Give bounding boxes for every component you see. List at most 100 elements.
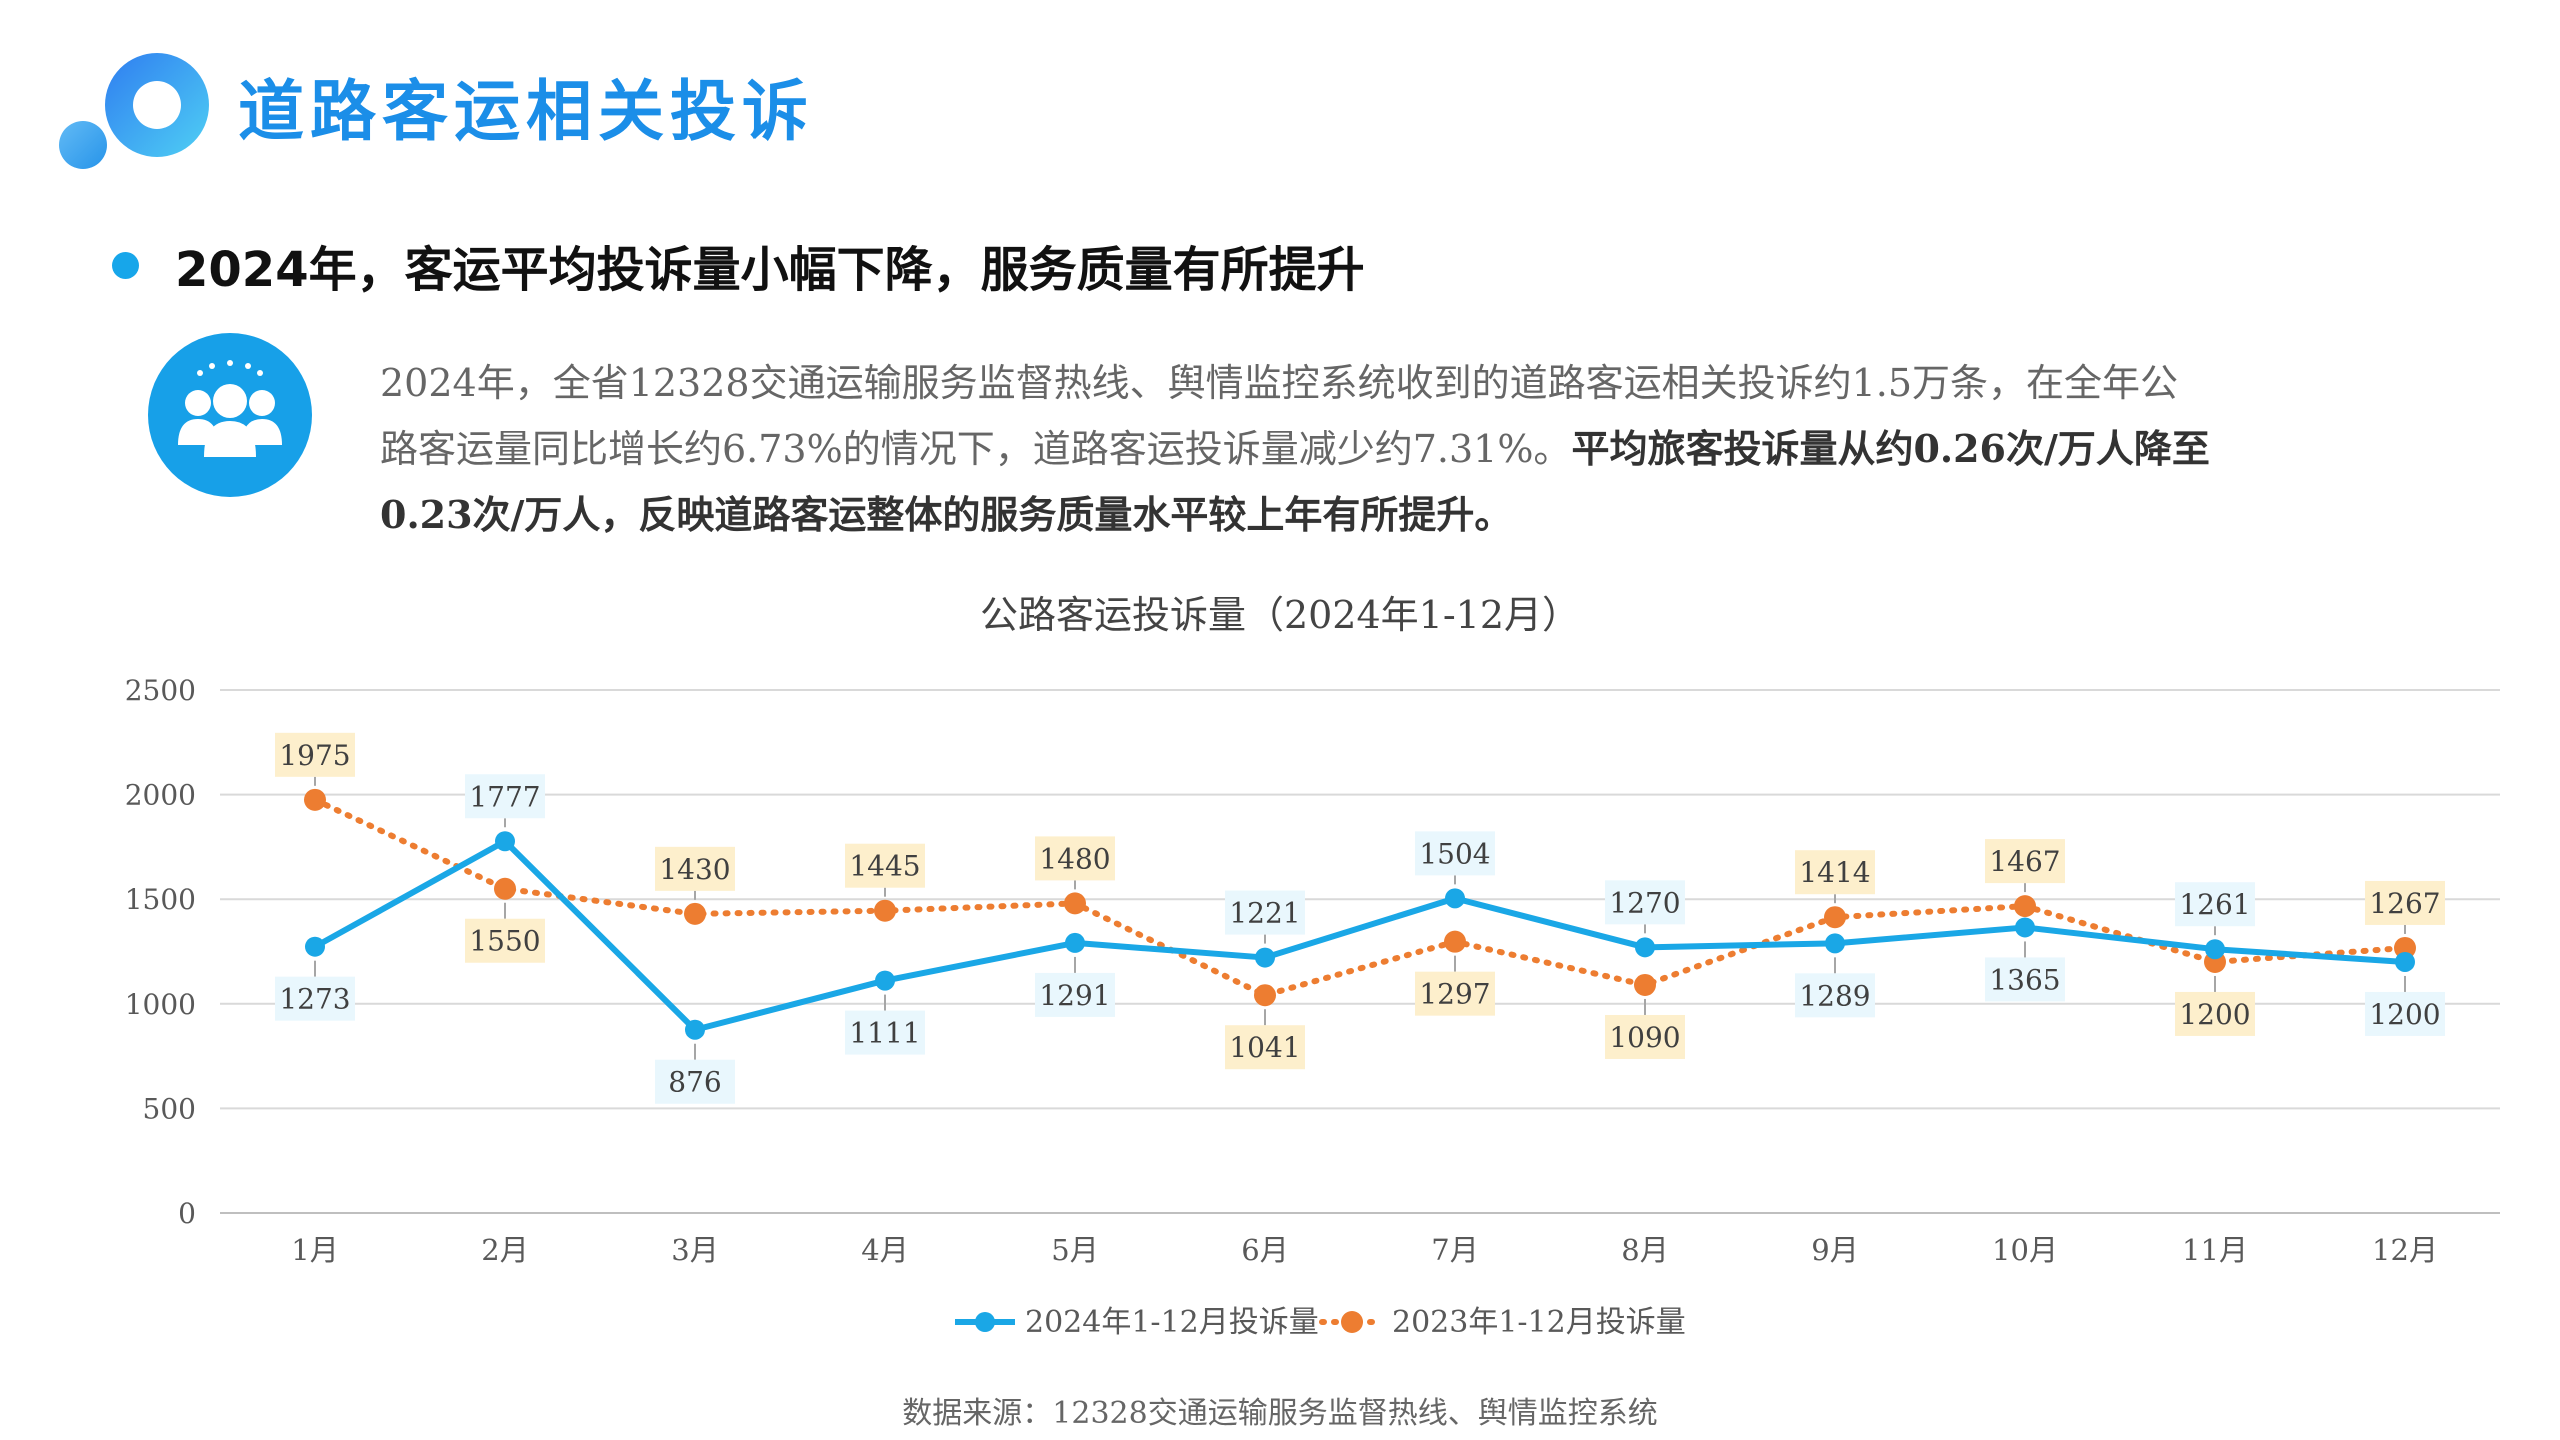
data-label-box-2023 <box>1795 850 1875 895</box>
data-label-2024: 1261 <box>2179 888 2250 921</box>
data-point-2024 <box>1445 888 1465 909</box>
data-point-2023 <box>684 902 706 925</box>
data-label-2023: 1975 <box>279 739 350 772</box>
headline: 2024年，客运平均投诉量小幅下降，服务质量有所提升 <box>175 242 1365 298</box>
data-point-2023 <box>304 788 326 811</box>
data-point-2023 <box>1824 906 1846 929</box>
data-label-box-2024 <box>2365 991 2445 1036</box>
data-point-2023 <box>2014 895 2036 918</box>
data-label-2024: 1273 <box>279 983 350 1016</box>
data-point-2023 <box>1444 930 1466 953</box>
legend-marker-2024 <box>975 1312 995 1332</box>
data-label-2024: 876 <box>668 1066 721 1099</box>
data-label-2023: 1430 <box>659 853 730 886</box>
data-label-box-2023 <box>465 918 545 963</box>
data-label-box-2024 <box>1225 890 1305 935</box>
data-label-2023: 1041 <box>1229 1031 1300 1064</box>
data-label-2023: 1414 <box>1799 856 1870 889</box>
x-tick-label: 7月 <box>1431 1233 1478 1267</box>
data-label-2024: 1221 <box>1229 897 1300 930</box>
data-label-box-2023 <box>1605 1014 1685 1059</box>
data-label-2023: 1445 <box>849 850 920 883</box>
data-label-box-2023 <box>845 843 925 888</box>
x-tick-label: 4月 <box>861 1233 908 1267</box>
y-tick-label: 500 <box>143 1092 196 1125</box>
data-point-2024 <box>495 831 515 852</box>
data-label-2023: 1467 <box>1989 845 2060 878</box>
x-tick-label: 8月 <box>1621 1233 1668 1267</box>
y-tick-label: 2000 <box>125 779 196 812</box>
x-tick-label: 9月 <box>1811 1233 1858 1267</box>
data-label-box-2024 <box>275 976 355 1021</box>
data-point-2023 <box>1064 892 1086 915</box>
x-tick-label: 3月 <box>671 1233 718 1267</box>
data-label-2024: 1365 <box>1989 963 2060 996</box>
group-people-icon <box>148 333 312 497</box>
data-label-box-2024 <box>1415 831 1495 876</box>
data-point-2024 <box>1825 933 1845 954</box>
data-label-2023: 1090 <box>1609 1021 1680 1054</box>
data-label-2023: 1550 <box>469 925 540 958</box>
page-title: 道路客运相关投诉 <box>238 73 814 150</box>
data-point-2024 <box>2015 917 2035 938</box>
data-point-2024 <box>875 970 895 991</box>
legend-marker-2023 <box>1341 1311 1363 1333</box>
data-label-2023: 1480 <box>1039 842 1110 875</box>
data-point-2024 <box>1065 932 1085 953</box>
data-label-box-2024 <box>845 1010 925 1055</box>
data-point-2023 <box>2394 936 2416 959</box>
complaints-line-chart: 公路客运投诉量（2024年1-12月） 0 500 1000 1500 2000 2500 1… <box>125 593 2500 1340</box>
data-point-2023 <box>874 899 896 922</box>
data-point-2024 <box>685 1019 705 1040</box>
data-label-2024: 1111 <box>849 1017 920 1050</box>
x-tick-label: 11月 <box>2182 1233 2248 1267</box>
data-point-2024 <box>2395 951 2415 972</box>
x-tick-label: 5月 <box>1051 1233 1098 1267</box>
data-label-box-2024 <box>2175 882 2255 927</box>
description-line-1: 2024年，全省12328交通运输服务监督热线、舆情监控系统收到的道路客运相关投… <box>380 361 2179 405</box>
data-label-2023: 1267 <box>2369 887 2440 920</box>
data-label-2024: 1289 <box>1799 979 1870 1012</box>
y-tick-label: 0 <box>178 1197 196 1230</box>
data-label-box-2023 <box>2175 991 2255 1036</box>
data-point-2023 <box>1254 984 1276 1007</box>
data-label-2024: 1291 <box>1039 979 1110 1012</box>
ring-logo-icon <box>59 53 209 169</box>
data-label-box-2023 <box>1985 839 2065 884</box>
x-tick-label: 2月 <box>481 1233 528 1267</box>
data-label-2024: 1270 <box>1609 886 1680 919</box>
description-line-3: 0.23次/万人，反映道路客运整体的服务质量水平较上年有所提升。 <box>380 492 1513 537</box>
data-label-2024: 1777 <box>469 780 540 813</box>
data-point-2024 <box>1635 937 1655 958</box>
data-point-2024 <box>2205 939 2225 960</box>
data-label-2024: 1504 <box>1419 837 1490 870</box>
series-line-2023 <box>312 796 2408 999</box>
data-label-box-2024 <box>465 774 545 819</box>
data-source: 数据来源：12328交通运输服务监督热线、舆情监控系统 <box>902 1396 1658 1431</box>
data-label-box-2024 <box>1035 972 1115 1017</box>
y-tick-label: 1000 <box>125 988 196 1021</box>
data-point-2024 <box>305 936 325 957</box>
data-label-box-2023 <box>2365 880 2445 925</box>
data-label-box-2023 <box>275 732 355 777</box>
legend-label-2024: 2024年1-12月投诉量 <box>1025 1305 1319 1340</box>
bullet-dot-icon <box>112 252 139 279</box>
description-line-2-normal: 路客运量同比增长约6.73%的情况下，道路客运投诉量减少约7.31%。 <box>380 427 1572 471</box>
data-label-box-2024 <box>1985 957 2065 1002</box>
data-label-box-2024 <box>655 1059 735 1104</box>
data-point-2024 <box>1255 947 1275 968</box>
x-tick-label: 1月 <box>291 1233 338 1267</box>
description-line-2-strong: 平均旅客投诉量从约0.26次/万人降至 <box>1571 426 2210 471</box>
data-label-box-2024 <box>1605 880 1685 925</box>
chart-title: 公路客运投诉量（2024年1-12月） <box>980 593 1580 637</box>
series-line-2024 <box>313 838 2406 1033</box>
x-tick-label: 12月 <box>2372 1233 2438 1267</box>
data-point-2023 <box>1634 973 1656 996</box>
data-label-2023: 1297 <box>1419 978 1490 1011</box>
y-tick-label: 1500 <box>125 883 196 916</box>
description-line-2: 路客运量同比增长约6.73%的情况下，道路客运投诉量减少约7.31%。平均旅客投… <box>380 416 2420 482</box>
legend-label-2023: 2023年1-12月投诉量 <box>1392 1305 1686 1340</box>
data-label-box-2023 <box>1415 971 1495 1016</box>
x-tick-label: 10月 <box>1992 1233 2058 1267</box>
data-label-2023: 1200 <box>2179 998 2250 1031</box>
